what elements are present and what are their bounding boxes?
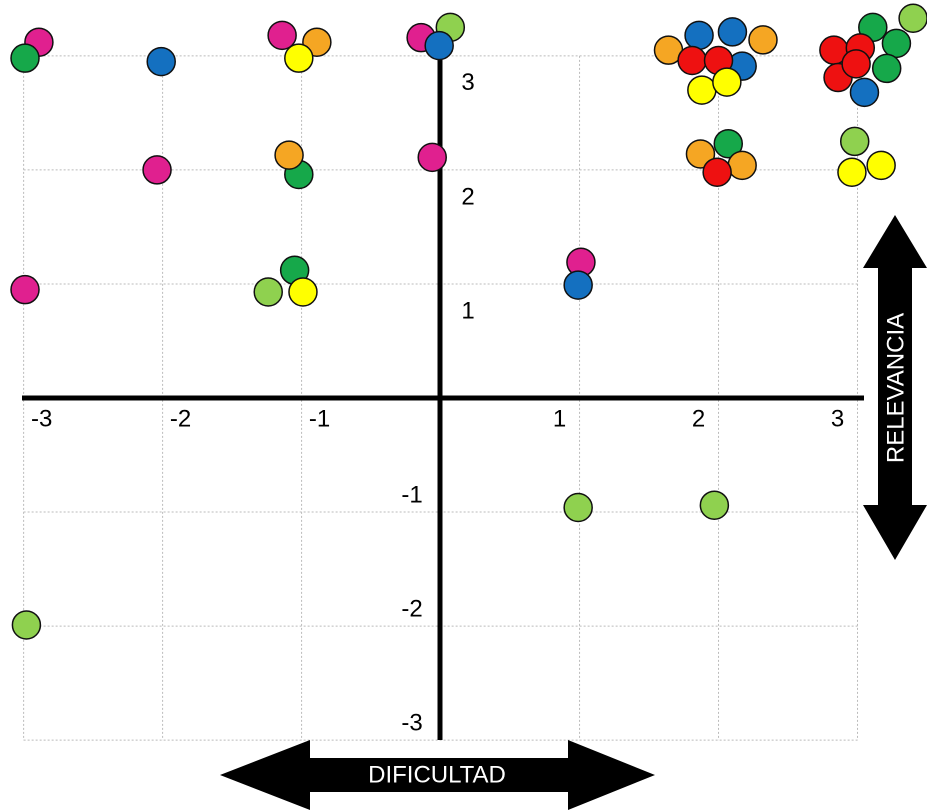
point	[699, 490, 730, 520]
point	[841, 49, 871, 79]
points	[10, 3, 927, 640]
ticks: -3 -2 -1 1 2 3 -3 -2 -1 1 2 3	[31, 69, 844, 736]
point	[712, 67, 742, 97]
point	[10, 274, 40, 305]
point	[563, 492, 593, 523]
point	[142, 155, 172, 185]
y-tick-label: 3	[461, 69, 474, 96]
point	[687, 75, 717, 105]
point	[684, 20, 714, 51]
x-arrow	[220, 740, 655, 810]
x-tick-label: -1	[309, 405, 330, 432]
y-axis-label: RELEVANCIA	[882, 313, 909, 463]
point	[748, 25, 778, 55]
point	[839, 126, 870, 157]
point	[881, 28, 912, 59]
point	[871, 53, 902, 84]
point	[274, 140, 304, 170]
point	[11, 610, 42, 640]
x-tick-label: 2	[692, 405, 705, 432]
point	[898, 3, 927, 33]
y-tick-label: -3	[401, 709, 422, 736]
point	[267, 20, 297, 51]
y-tick-label: -1	[401, 481, 422, 508]
x-tick-label: 1	[553, 405, 566, 432]
y-tick-label: 2	[461, 183, 474, 210]
x-tick-label: 3	[831, 405, 844, 432]
x-axis-label: DIFICULTAD	[368, 761, 506, 788]
point	[677, 45, 707, 76]
y-tick-label: -2	[401, 595, 422, 622]
point	[717, 17, 748, 47]
y-arrow	[863, 215, 927, 560]
point	[713, 128, 744, 159]
point	[702, 157, 732, 187]
point	[563, 270, 593, 300]
point	[837, 157, 867, 187]
x-tick-label: -2	[170, 405, 191, 432]
point	[424, 30, 454, 61]
point	[849, 77, 880, 108]
point	[146, 46, 176, 77]
point	[727, 150, 757, 181]
point	[417, 142, 447, 173]
point	[284, 43, 314, 73]
point	[685, 139, 716, 169]
x-tick-label: -3	[31, 405, 52, 432]
point	[10, 43, 40, 73]
y-tick-label: 1	[461, 297, 474, 324]
point	[288, 277, 318, 307]
point	[253, 277, 283, 307]
point	[866, 150, 896, 181]
